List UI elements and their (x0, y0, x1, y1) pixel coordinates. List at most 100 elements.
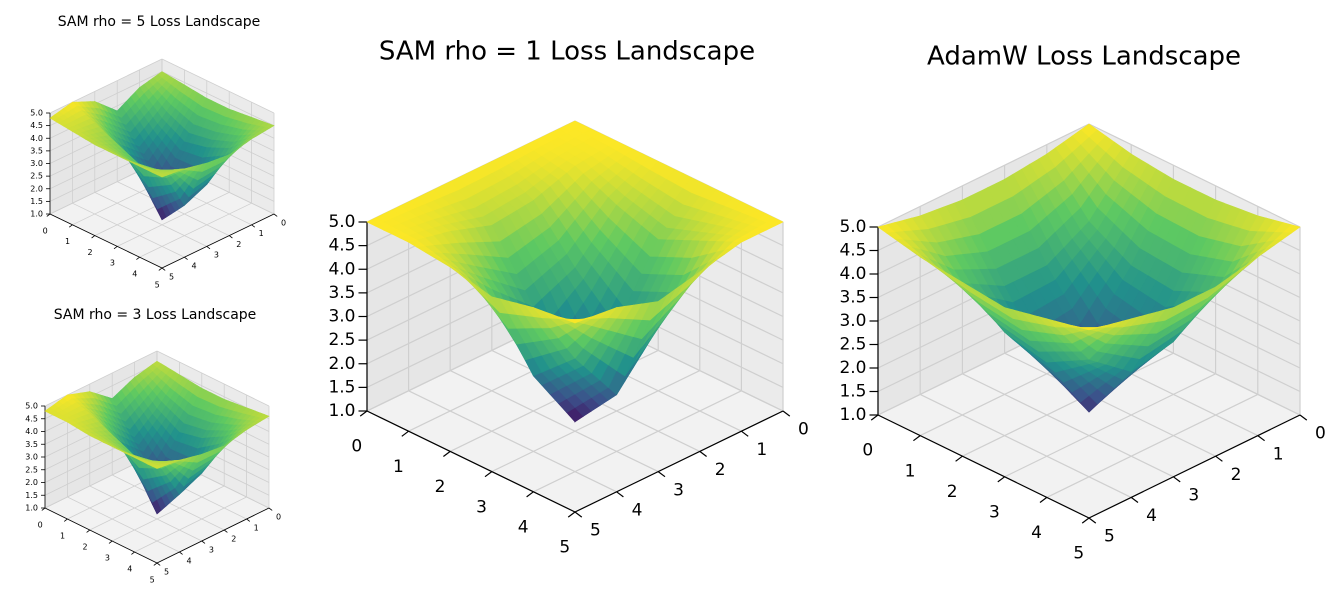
z-tick-label: 1.5 (25, 491, 38, 500)
z-tick-label: 5.0 (839, 217, 866, 237)
tick-mark (179, 551, 183, 555)
z-tick-label: 3.5 (25, 440, 38, 449)
grid-line (1004, 352, 1216, 457)
tick-mark (153, 562, 158, 566)
x-tick-label: 1 (393, 457, 404, 477)
z-tick-label: 2.0 (328, 354, 355, 374)
y-tick-label: 0 (798, 420, 809, 440)
grid-line (117, 192, 230, 247)
y-tick-label: 4 (191, 262, 196, 271)
tick-mark (46, 213, 51, 217)
y-tick-label: 4 (186, 556, 191, 565)
chart-title: SAM rho = 5 Loss Landscape (58, 14, 261, 30)
y-tick-label: 2 (231, 534, 236, 543)
tick-mark (616, 491, 624, 498)
z-tick-label: 2.0 (839, 358, 866, 378)
tick-mark (574, 511, 583, 518)
chart: 1.0 1.5 2.0 2.5 3.0 3.5 4.0 4.5 5.0 0 1 2 3 4 5 0 1 2 3 4 5 S… (30, 14, 286, 289)
grid-line (877, 123, 1090, 228)
grid-line (491, 370, 701, 473)
grid-line (161, 71, 275, 126)
tick-mark (870, 414, 879, 421)
y-tick-label: 3 (673, 480, 684, 500)
tick-mark (443, 450, 451, 457)
tick-mark (246, 518, 251, 522)
tick-mark (782, 410, 791, 417)
z-tick-label: 1.5 (30, 197, 43, 206)
y-tick-label: 0 (276, 512, 281, 521)
grid-line (1004, 373, 1216, 478)
axis-line (366, 410, 576, 513)
z-tick-label: 5.0 (30, 109, 43, 118)
x-tick-label: 5 (150, 575, 155, 584)
x-tick-label: 5 (559, 538, 570, 558)
grid-line (1046, 393, 1259, 498)
axis-line (156, 507, 270, 564)
x-tick-label: 3 (476, 497, 487, 517)
grid-line (112, 485, 225, 542)
z-tick-label: 4.0 (839, 264, 866, 284)
z-tick-label: 3.0 (25, 453, 38, 462)
tick-mark (955, 455, 963, 462)
x-tick-label: 3 (105, 553, 110, 562)
tick-mark (158, 267, 163, 271)
y-tick-label: 4 (1146, 506, 1157, 526)
tick-mark (161, 267, 166, 271)
tick-mark (1215, 455, 1223, 462)
tick-mark (273, 213, 278, 217)
z-tick-label: 4.0 (30, 134, 43, 143)
z-tick-label: 2.5 (328, 330, 355, 350)
x-tick-label: 2 (87, 248, 92, 257)
z-tick-label: 3.0 (328, 307, 355, 327)
grid-line (44, 350, 158, 407)
tick-mark (1257, 435, 1265, 442)
z-tick-label: 2.5 (30, 172, 43, 181)
x-tick-label: 4 (518, 518, 529, 538)
x-tick-label: 0 (351, 437, 362, 457)
z-tick-label: 4.0 (25, 427, 38, 436)
tick-mark (268, 507, 273, 511)
y-tick-label: 1 (1273, 444, 1284, 464)
tick-mark (228, 235, 233, 239)
grid-line (408, 390, 617, 493)
z-tick-label: 4.0 (328, 259, 355, 279)
grid-line (94, 192, 207, 247)
y-tick-label: 0 (281, 218, 286, 227)
surface-patch (151, 464, 163, 469)
grid-line (449, 370, 659, 473)
tick-mark (136, 256, 140, 260)
chart: 1.0 1.5 2.0 2.5 3.0 3.5 4.0 4.5 5.0 0 1 2 3 4 5 0 1 2 3 4 5 S… (328, 37, 808, 558)
x-tick-label: 0 (38, 520, 43, 529)
tick-mark (359, 410, 368, 417)
grid-line (72, 202, 185, 258)
x-tick-label: 2 (947, 482, 958, 502)
tick-mark (1081, 517, 1090, 524)
chart: 1.0 1.5 2.0 2.5 3.0 3.5 4.0 4.5 5.0 0 1 2 3 4 5 0 1 2 3 4 5 A… (839, 42, 1325, 564)
chart-title: SAM rho = 3 Loss Landscape (54, 307, 257, 323)
z-tick-label: 1.0 (839, 405, 866, 425)
tick-mark (91, 235, 96, 239)
z-tick-label: 2.5 (839, 335, 866, 355)
z-tick-label: 1.0 (328, 401, 355, 421)
grid-line (1088, 123, 1301, 228)
grid-line (533, 390, 742, 493)
tick-mark (156, 562, 161, 566)
tick-mark (63, 518, 68, 522)
z-tick-label: 5.0 (328, 212, 355, 232)
grid-line (49, 58, 163, 114)
axis-line (574, 410, 784, 513)
axis-line (1088, 414, 1301, 519)
tick-mark (526, 491, 534, 498)
y-tick-label: 3 (209, 545, 214, 554)
grid-line (161, 58, 275, 114)
y-tick-label: 2 (236, 240, 241, 249)
z-tick-label: 4.5 (328, 236, 355, 256)
surface-patch (566, 319, 584, 324)
z-tick-label: 3.5 (30, 146, 43, 155)
chart-title: SAM rho = 1 Loss Landscape (379, 37, 755, 67)
z-tick-label: 1.5 (839, 382, 866, 402)
axis-line (44, 507, 158, 564)
grid-line (67, 496, 180, 553)
grid-line (962, 373, 1174, 478)
